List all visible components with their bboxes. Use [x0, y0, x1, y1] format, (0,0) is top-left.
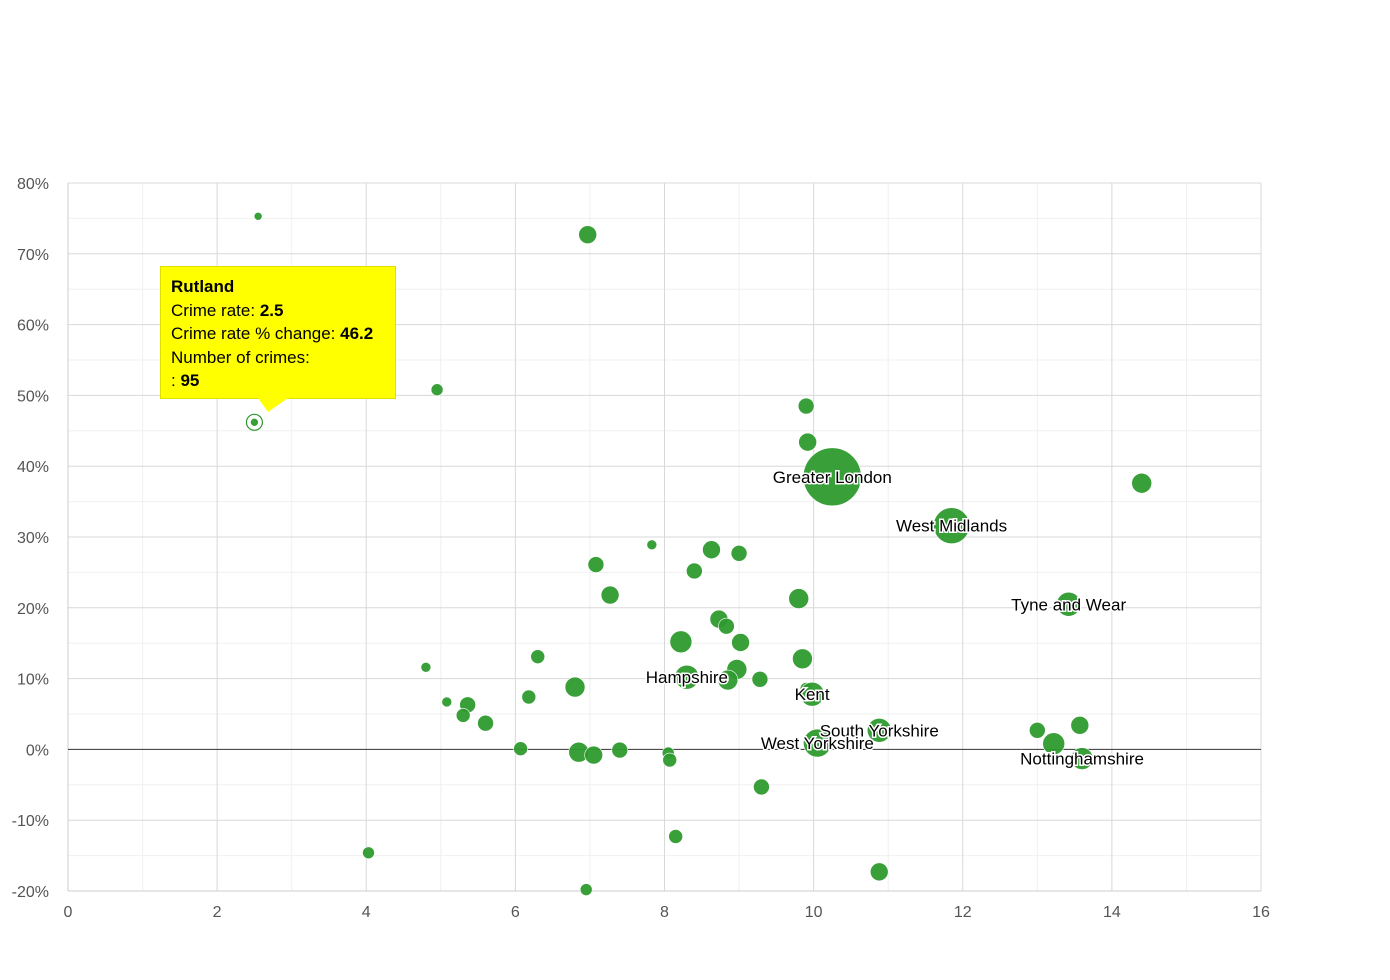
bubble[interactable] [600, 585, 620, 605]
y-tick-label: 0% [26, 742, 49, 759]
y-tick-label: 10% [17, 672, 49, 689]
x-tick-label: 14 [1103, 904, 1121, 921]
tooltip: Rutland Crime rate: 2.5 Crime rate % cha… [160, 266, 396, 399]
bubble[interactable] [477, 714, 494, 732]
bubble[interactable] [718, 617, 735, 635]
bubble[interactable] [731, 633, 750, 652]
bubble[interactable] [420, 661, 432, 673]
x-tick-label: 12 [954, 904, 972, 921]
bubble-label: West Midlands [896, 517, 1007, 536]
bubble[interactable] [455, 708, 471, 723]
bubble[interactable] [866, 717, 892, 743]
bubble-label: West Yorkshire [761, 734, 874, 753]
y-tick-label: 80% [17, 176, 49, 193]
y-tick-label: 60% [17, 318, 49, 335]
bubble[interactable] [792, 648, 813, 670]
bubble-label: South Yorkshire [820, 721, 939, 740]
bubble[interactable] [668, 829, 683, 844]
tooltip-pointer [258, 398, 288, 412]
y-tick-label: 40% [17, 459, 49, 476]
bubble[interactable] [584, 745, 603, 765]
bubble[interactable] [362, 846, 375, 860]
x-tick-label: 6 [511, 904, 520, 921]
y-tick-label: 20% [17, 601, 49, 618]
bubble[interactable] [611, 741, 629, 759]
tooltip-change-label: Crime rate % change: [171, 324, 336, 343]
bubble[interactable] [788, 588, 810, 609]
bubble[interactable] [753, 778, 770, 796]
bubble[interactable] [578, 225, 598, 244]
tick-labels: 0 2 4 6 8 10 12 14 16 -20% -10% 0% 10% 20% 30% 40% 50% 60… [12, 176, 1270, 921]
bubble-label: Nottinghamshire [1020, 750, 1144, 769]
x-tick-label: 10 [805, 904, 823, 921]
bubble[interactable] [441, 696, 453, 708]
bubble[interactable] [253, 211, 263, 221]
bubble[interactable] [521, 689, 537, 705]
bubble[interactable] [646, 539, 658, 551]
tooltip-count-label: Number of crimes: [171, 347, 310, 367]
bubble[interactable] [869, 862, 889, 882]
bubble[interactable] [662, 752, 678, 768]
bubble[interactable] [564, 676, 586, 698]
tooltip-count-value: 95 [180, 371, 200, 390]
x-tick-label: 8 [660, 904, 669, 921]
bubble[interactable] [1042, 732, 1066, 756]
tooltip-change-value: 46.2 [340, 324, 374, 343]
y-tick-label: -20% [12, 884, 49, 901]
bubble[interactable] [702, 540, 721, 560]
x-tick-label: 2 [213, 904, 222, 921]
bubble[interactable] [799, 681, 825, 707]
bubble[interactable] [669, 630, 693, 654]
tooltip-title: Rutland [171, 277, 235, 296]
bubble[interactable] [686, 562, 703, 580]
bubble[interactable] [674, 664, 700, 690]
x-tick-label: 4 [362, 904, 371, 921]
y-tick-label: 70% [17, 247, 49, 264]
bubble[interactable] [1131, 472, 1152, 494]
bubble[interactable] [797, 397, 815, 415]
tooltip-rate-label: Crime rate: [171, 300, 256, 320]
bubble[interactable] [513, 741, 528, 756]
x-tick-label: 0 [64, 904, 73, 921]
bubble[interactable] [587, 556, 605, 573]
bubble-labels: Greater London West Midlands Tyne and Wear… [644, 466, 1145, 770]
y-tick-label: 30% [17, 530, 49, 547]
bubble[interactable] [933, 507, 970, 544]
bubble-label: Hampshire [646, 668, 728, 687]
bubble[interactable] [1070, 716, 1090, 735]
bubble[interactable] [798, 432, 817, 452]
y-tick-label: 50% [17, 388, 49, 405]
bubble[interactable] [579, 883, 593, 896]
bubble[interactable] [802, 447, 862, 507]
bubble[interactable] [1029, 721, 1046, 739]
bubble[interactable] [751, 671, 769, 688]
bubble[interactable] [1070, 747, 1094, 770]
bubble-label: Tyne and Wear [1011, 595, 1126, 614]
tooltip-rate-value: 2.5 [259, 300, 284, 320]
x-tick-label: 16 [1252, 904, 1270, 921]
bubble-label: Kent [795, 685, 830, 704]
tooltip-count-prefix: : [171, 371, 176, 390]
bubble[interactable] [730, 544, 748, 562]
y-tick-label: -10% [12, 813, 49, 830]
bubble-label: Greater London [773, 468, 892, 487]
bubble[interactable] [717, 669, 739, 691]
bubble[interactable] [1056, 591, 1081, 617]
bubble[interactable] [530, 649, 546, 664]
bubble[interactable] [430, 383, 444, 397]
bubble[interactable] [803, 728, 832, 758]
bubble[interactable] [250, 418, 259, 427]
bubbles[interactable] [245, 211, 1152, 896]
